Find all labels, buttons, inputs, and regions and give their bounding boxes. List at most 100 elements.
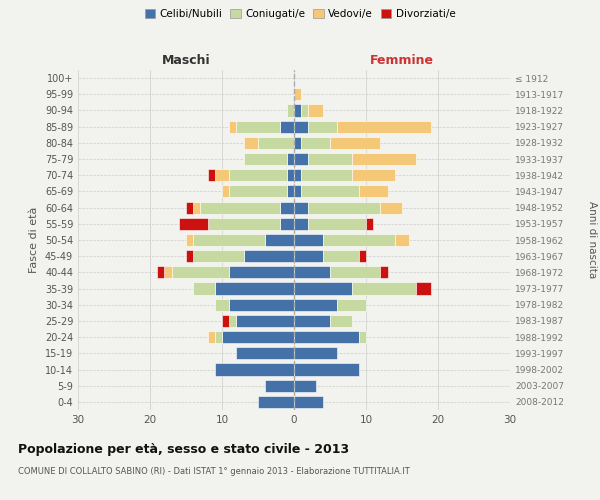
Bar — [308, 153, 352, 165]
Bar — [294, 104, 301, 117]
Bar — [229, 315, 236, 327]
Bar — [215, 298, 229, 311]
Bar — [352, 153, 416, 165]
Bar — [359, 250, 366, 262]
Bar — [287, 153, 294, 165]
Bar — [280, 202, 294, 213]
Bar — [380, 202, 402, 213]
Bar — [294, 396, 323, 408]
Bar — [208, 218, 280, 230]
Bar — [229, 266, 294, 278]
Bar — [229, 298, 294, 311]
Bar — [294, 348, 337, 360]
Bar — [294, 218, 308, 230]
Bar — [208, 169, 215, 181]
Bar — [193, 282, 215, 294]
Bar — [352, 282, 416, 294]
Bar — [236, 348, 294, 360]
Bar — [157, 266, 164, 278]
Bar — [215, 169, 229, 181]
Bar — [186, 234, 193, 246]
Bar — [186, 250, 193, 262]
Bar — [244, 250, 294, 262]
Bar — [186, 202, 193, 213]
Text: Popolazione per età, sesso e stato civile - 2013: Popolazione per età, sesso e stato civil… — [18, 442, 349, 456]
Bar — [359, 186, 388, 198]
Bar — [294, 331, 359, 343]
Bar — [294, 266, 330, 278]
Bar — [244, 137, 258, 149]
Bar — [330, 266, 380, 278]
Bar — [294, 202, 308, 213]
Legend: Celibi/Nubili, Coniugati/e, Vedovi/e, Divorziati/e: Celibi/Nubili, Coniugati/e, Vedovi/e, Di… — [140, 5, 460, 24]
Bar — [294, 282, 352, 294]
Bar — [229, 169, 287, 181]
Bar — [294, 120, 308, 132]
Text: COMUNE DI COLLALTO SABINO (RI) - Dati ISTAT 1° gennaio 2013 - Elaborazione TUTTI: COMUNE DI COLLALTO SABINO (RI) - Dati IS… — [18, 468, 410, 476]
Bar — [193, 202, 200, 213]
Bar — [395, 234, 409, 246]
Bar — [301, 137, 330, 149]
Bar — [294, 315, 330, 327]
Bar — [294, 380, 316, 392]
Bar — [337, 298, 366, 311]
Bar — [308, 202, 380, 213]
Bar — [236, 315, 294, 327]
Bar — [294, 250, 323, 262]
Bar — [236, 120, 280, 132]
Bar — [301, 186, 359, 198]
Bar — [330, 315, 352, 327]
Y-axis label: Fasce di età: Fasce di età — [29, 207, 39, 273]
Bar — [352, 169, 395, 181]
Bar — [208, 331, 215, 343]
Bar — [294, 137, 301, 149]
Bar — [294, 153, 308, 165]
Text: Femmine: Femmine — [370, 54, 434, 67]
Bar — [172, 266, 229, 278]
Bar — [294, 88, 301, 101]
Bar — [215, 282, 294, 294]
Bar — [222, 186, 229, 198]
Bar — [301, 104, 308, 117]
Bar — [258, 137, 294, 149]
Bar — [294, 364, 359, 376]
Bar — [301, 169, 352, 181]
Bar — [193, 234, 265, 246]
Bar — [164, 266, 172, 278]
Bar — [244, 153, 287, 165]
Bar — [294, 186, 301, 198]
Bar — [265, 380, 294, 392]
Bar — [294, 234, 323, 246]
Bar — [294, 169, 301, 181]
Bar — [308, 120, 337, 132]
Bar — [287, 186, 294, 198]
Bar — [323, 250, 359, 262]
Bar — [222, 331, 294, 343]
Text: Anni di nascita: Anni di nascita — [587, 202, 597, 278]
Bar — [265, 234, 294, 246]
Text: Maschi: Maschi — [161, 54, 211, 67]
Bar — [380, 266, 388, 278]
Bar — [200, 202, 280, 213]
Bar — [215, 364, 294, 376]
Bar — [258, 396, 294, 408]
Bar — [280, 120, 294, 132]
Bar — [222, 315, 229, 327]
Bar — [193, 250, 244, 262]
Bar — [323, 234, 395, 246]
Bar — [229, 120, 236, 132]
Bar — [287, 104, 294, 117]
Bar — [179, 218, 208, 230]
Bar — [366, 218, 373, 230]
Bar — [308, 218, 366, 230]
Bar — [287, 169, 294, 181]
Bar — [294, 298, 337, 311]
Bar — [416, 282, 431, 294]
Bar — [215, 331, 222, 343]
Bar — [308, 104, 323, 117]
Bar — [330, 137, 380, 149]
Bar — [229, 186, 287, 198]
Bar — [359, 331, 366, 343]
Bar — [280, 218, 294, 230]
Bar — [337, 120, 431, 132]
